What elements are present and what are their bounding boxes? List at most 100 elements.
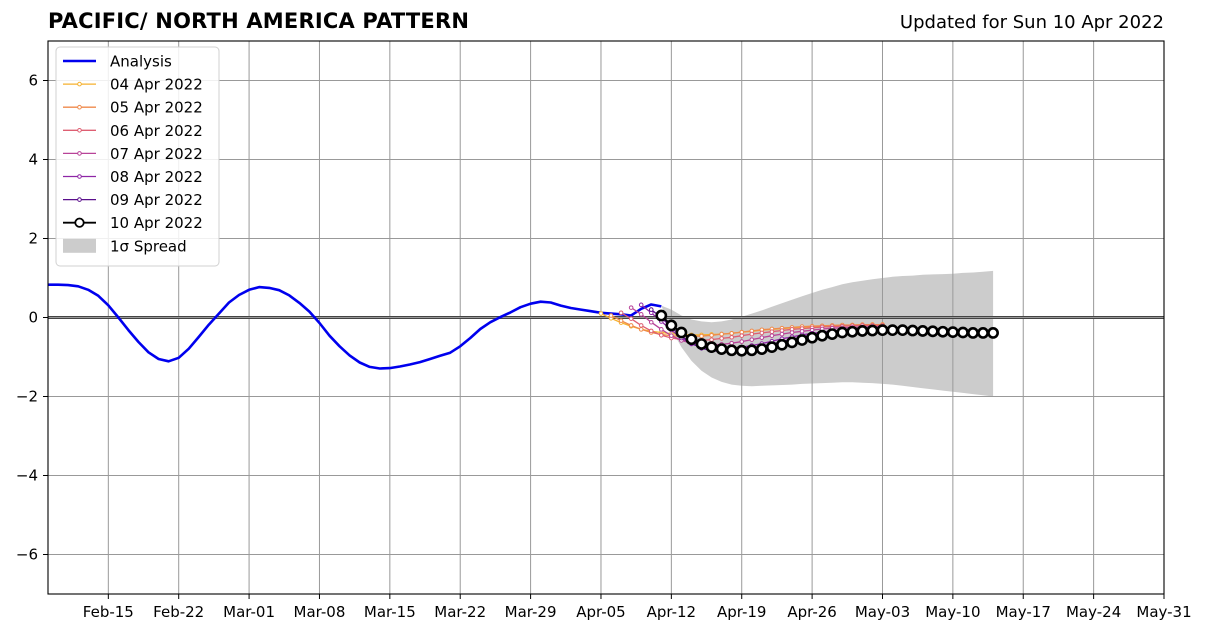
forecast-point	[648, 319, 654, 325]
legend-entry: 06 Apr 2022	[63, 122, 203, 140]
legend-entry: 1σ Spread	[63, 237, 187, 255]
legend-label: 09 Apr 2022	[110, 191, 203, 209]
x-tick-label: Mar-08	[294, 603, 346, 621]
legend-entry: 08 Apr 2022	[63, 168, 203, 186]
legend-label: 06 Apr 2022	[110, 122, 203, 140]
forecast-point	[977, 327, 989, 339]
forecast-point	[957, 326, 969, 339]
forecast-point	[729, 331, 734, 336]
x-tick-label: May-17	[996, 603, 1051, 621]
forecast-point	[669, 333, 674, 338]
forecast-point	[638, 327, 644, 332]
forecast-point	[916, 325, 929, 337]
forecast-point	[796, 334, 808, 346]
legend-entry: 10 Apr 2022	[63, 214, 203, 232]
forecast-point	[866, 324, 879, 337]
forecast-point	[709, 332, 714, 338]
forecast-point	[665, 319, 678, 332]
forecast-point	[906, 324, 919, 337]
legend-label: Analysis	[110, 53, 172, 71]
x-tick-label: Mar-22	[434, 603, 486, 621]
forecast-point	[715, 343, 728, 355]
legend-label: 07 Apr 2022	[110, 145, 203, 163]
forecast-point	[675, 326, 688, 339]
legend-entry: 07 Apr 2022	[63, 145, 203, 163]
legend-marker	[77, 128, 82, 133]
forecast-point	[759, 335, 765, 340]
forecast-point	[826, 328, 839, 340]
updated-date: Updated for Sun 10 Apr 2022	[899, 12, 1164, 33]
y-tick-label: 6	[28, 72, 38, 90]
forecast-point	[719, 331, 724, 337]
analysis-line	[48, 283, 662, 370]
forecast-point	[655, 309, 668, 322]
x-tick-label: Feb-15	[83, 603, 134, 621]
legend-marker	[74, 217, 85, 228]
forecast-point	[936, 325, 949, 338]
legend-marker	[77, 104, 82, 110]
y-tick-label: −4	[16, 467, 38, 485]
ticks-layer: −6 −4 −2 0 2 4 6 Feb-15 Feb-22 Mar-01 Mar-08 Mar-15…	[16, 72, 1192, 622]
forecast-series	[655, 309, 999, 357]
legend-label: 08 Apr 2022	[110, 168, 203, 186]
forecast-point	[638, 312, 644, 317]
forecast-point	[926, 325, 939, 338]
forecast-point	[967, 327, 979, 339]
forecast-point	[618, 310, 624, 316]
forecast-point	[946, 326, 959, 339]
forecast-point	[699, 333, 704, 339]
chart-title: PACIFIC/ NORTH AMERICA PATTERN	[48, 9, 470, 33]
forecast-point	[755, 343, 768, 355]
y-tick-label: 4	[28, 151, 38, 169]
legend-marker	[77, 197, 82, 202]
forecast-point	[769, 333, 775, 338]
forecast-point	[658, 327, 664, 332]
forecast-point	[628, 316, 634, 321]
y-tick-label: 2	[28, 230, 38, 248]
forecast-point	[749, 331, 755, 337]
x-tick-label: May-03	[855, 603, 910, 621]
legend-entry: Analysis	[63, 53, 172, 71]
forecast-point	[628, 323, 634, 328]
legend-marker	[77, 151, 82, 156]
legend-entry: 05 Apr 2022	[63, 99, 203, 117]
forecast-point	[856, 325, 869, 337]
forecast-point	[638, 323, 644, 328]
legend: Analysis 04 Apr 2022 05 Apr 2022 06 Apr 202…	[55, 46, 220, 267]
forecast-point	[618, 318, 624, 323]
x-tick-label: Apr-12	[647, 603, 697, 621]
forecast-point	[709, 337, 714, 342]
forecast-point	[735, 344, 748, 357]
forecast-point	[886, 324, 899, 337]
forecast-point	[876, 324, 889, 337]
legend-label: 10 Apr 2022	[110, 214, 203, 232]
legend-swatch	[63, 238, 96, 253]
forecast-point	[608, 313, 614, 318]
analysis-layer	[48, 283, 662, 370]
x-tick-label: Apr-05	[576, 603, 626, 621]
x-tick-label: Apr-19	[717, 603, 767, 621]
legend-marker	[77, 81, 82, 87]
forecast-point	[628, 305, 634, 310]
x-tick-label: May-24	[1066, 603, 1121, 621]
forecast-point	[745, 344, 758, 357]
x-tick-label: Feb-22	[153, 603, 204, 621]
forecast-point	[776, 338, 788, 351]
legend-label: 05 Apr 2022	[110, 99, 203, 117]
x-tick-label: May-31	[1136, 603, 1191, 621]
x-tick-label: Mar-15	[364, 603, 416, 621]
grid-layer	[48, 41, 1165, 594]
forecast-point	[789, 330, 795, 335]
forecast-point	[816, 329, 829, 342]
y-tick-label: −2	[16, 388, 38, 406]
forecast-point	[779, 331, 785, 337]
forecast-point	[719, 336, 724, 341]
forecast-point	[739, 333, 745, 338]
forecast-point	[765, 341, 778, 354]
forecast-point	[658, 332, 664, 338]
forecast-point	[896, 324, 909, 337]
forecast-point	[769, 329, 775, 335]
forecast-point	[786, 336, 798, 349]
legend-entry: 09 Apr 2022	[63, 191, 203, 209]
